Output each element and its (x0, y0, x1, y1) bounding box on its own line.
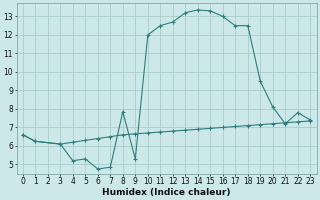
X-axis label: Humidex (Indice chaleur): Humidex (Indice chaleur) (102, 188, 231, 197)
